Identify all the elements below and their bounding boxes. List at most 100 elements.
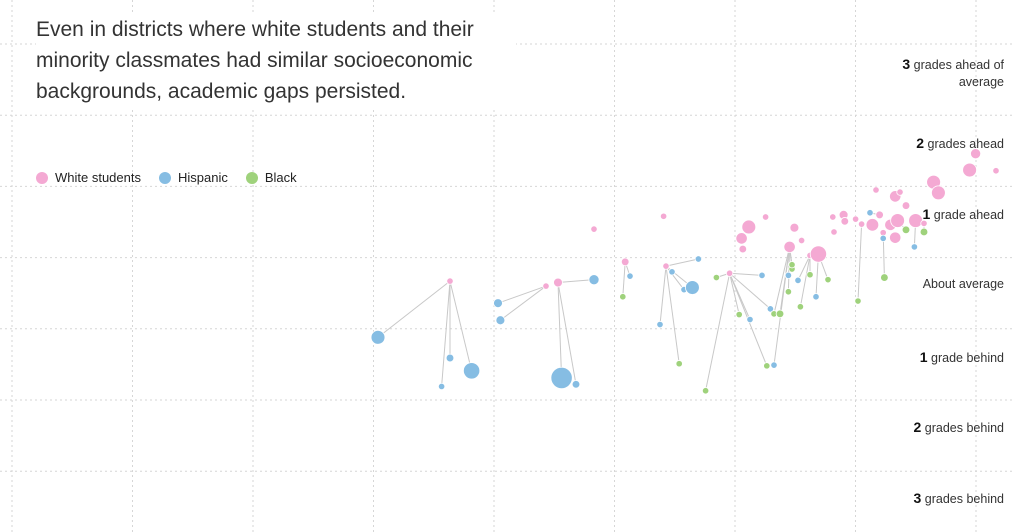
point-black [796, 303, 805, 311]
y-label-number: 2 [916, 135, 925, 151]
point-hispanic [784, 271, 793, 280]
point-white [857, 220, 866, 228]
connector-line-hispanic [449, 280, 473, 371]
connector-line-hispanic [729, 272, 771, 310]
connector-line-black [799, 255, 811, 307]
connector-line-black [779, 246, 791, 314]
y-label-text: grades ahead [927, 137, 1004, 151]
y-label-1-ahead: 1 grade ahead [894, 206, 1004, 224]
point-white [738, 244, 748, 254]
point-black [619, 293, 627, 301]
point-black [824, 276, 832, 284]
point-hispanic [766, 305, 775, 313]
y-label-text: grades behind [924, 421, 1004, 435]
y-label-text: grades behind [924, 492, 1004, 506]
point-white [872, 186, 880, 194]
point-hispanic [866, 209, 874, 217]
point-hispanic [588, 274, 600, 286]
legend-label-white: White students [55, 170, 141, 185]
point-white [761, 213, 770, 221]
point-white [830, 228, 838, 236]
point-white [840, 217, 850, 226]
point-black [919, 227, 929, 237]
point-white [659, 212, 668, 220]
point-black [701, 387, 710, 395]
connector-line-hispanic [557, 282, 563, 378]
point-hispanic [495, 315, 506, 326]
y-label-3-ahead: 3 grades ahead of average [894, 56, 1004, 91]
y-label-number: 2 [913, 419, 922, 435]
connector-line-hispanic [441, 281, 451, 387]
point-white [992, 167, 1000, 175]
connector-line-hispanic [557, 282, 577, 385]
legend-swatch-black [245, 171, 258, 184]
point-hispanic [694, 255, 703, 263]
point-white [865, 218, 880, 232]
y-label-number: 1 [922, 206, 931, 222]
point-white [890, 213, 905, 228]
point-white [553, 277, 563, 288]
point-white [829, 213, 837, 221]
point-white [809, 245, 828, 263]
point-white [889, 231, 902, 244]
legend-label-black: Black [264, 170, 297, 185]
legend-item-hispanic: Hispanic [159, 170, 228, 185]
connector-lines [377, 212, 925, 391]
y-label-text: grade behind [931, 351, 1004, 365]
point-hispanic [812, 293, 820, 301]
connector-line-black [705, 273, 731, 391]
point-hispanic [370, 329, 386, 345]
y-label-number: 1 [919, 349, 928, 365]
connector-line-black [622, 261, 626, 297]
connector-line-hispanic [377, 280, 451, 338]
point-black [735, 310, 743, 319]
point-white [797, 236, 806, 245]
y-label-text: grades ahead of average [913, 58, 1004, 89]
legend: White students Hispanic Black [36, 170, 315, 185]
point-white [931, 185, 946, 201]
point-white [446, 277, 454, 285]
point-white [783, 240, 796, 254]
connector-line-black [773, 246, 791, 314]
y-label-2-behind: 2 grades behind [894, 419, 1004, 437]
legend-item-white: White students [36, 170, 141, 185]
legend-item-black: Black [245, 170, 297, 185]
point-hispanic [770, 361, 778, 369]
point-black [806, 271, 814, 279]
point-white [542, 282, 550, 290]
point-hispanic [626, 272, 634, 280]
point-white [962, 162, 977, 178]
point-white [851, 215, 860, 223]
data-points [370, 148, 1000, 395]
point-hispanic [668, 268, 676, 276]
connector-line-hispanic [665, 258, 699, 267]
y-label-2-ahead: 2 grades ahead [894, 135, 1004, 153]
point-white [896, 188, 904, 196]
point-hispanic [746, 315, 754, 324]
point-hispanic [879, 234, 887, 243]
legend-swatch-hispanic [159, 171, 171, 184]
connector-line-hispanic [797, 255, 811, 281]
y-label-text: About average [922, 277, 1004, 291]
point-white [735, 232, 748, 245]
connector-line-black [857, 224, 863, 302]
point-hispanic [462, 362, 481, 380]
connector-line-black [665, 266, 680, 364]
point-black [788, 261, 796, 269]
point-white [620, 257, 630, 267]
point-white [970, 148, 982, 160]
y-label-number: 3 [913, 490, 922, 506]
point-white [789, 222, 800, 233]
point-black [763, 362, 771, 370]
point-white [875, 210, 884, 220]
point-black [854, 297, 862, 305]
point-white [725, 269, 734, 277]
y-label-3-behind: 3 grades behind [894, 490, 1004, 508]
point-hispanic [794, 276, 802, 285]
y-label-average: About average [894, 276, 1004, 293]
legend-label-hispanic: Hispanic [178, 170, 228, 185]
point-hispanic [445, 353, 455, 363]
point-black [880, 273, 889, 282]
point-hispanic [656, 320, 664, 329]
